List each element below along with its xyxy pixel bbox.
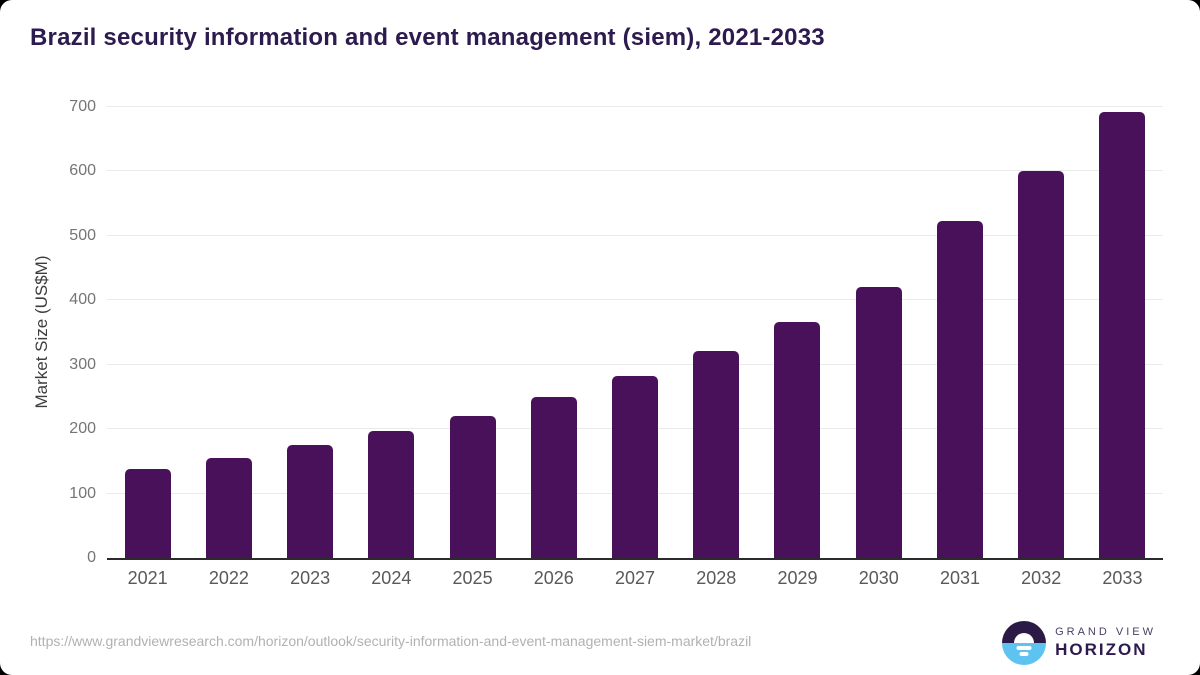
bar-2028 bbox=[693, 350, 740, 558]
y-axis-ticks: 0 100 200 300 400 500 600 700 bbox=[0, 98, 96, 566]
gridline-600 bbox=[107, 170, 1163, 172]
bar-cell-2022 bbox=[188, 107, 269, 558]
sun-shape bbox=[1014, 633, 1035, 643]
horizon-sun-icon bbox=[1002, 621, 1047, 665]
x-tick-label-2026: 2026 bbox=[533, 568, 574, 588]
x-tick-label-2027: 2027 bbox=[615, 568, 656, 588]
bar-2023 bbox=[287, 445, 334, 558]
bar-cell-2032 bbox=[1001, 107, 1082, 558]
bar-2025 bbox=[449, 415, 496, 558]
bar-2031 bbox=[936, 221, 983, 558]
x-tick-label-2025: 2025 bbox=[452, 568, 493, 588]
x-axis-ticks: 2021 2022 2023 2024 2025 2026 2027 2028 2029 2030… bbox=[107, 568, 1163, 589]
y-tick-label: 500 bbox=[69, 226, 96, 244]
bar-series bbox=[107, 107, 1163, 558]
logo-text-grand-view: GRAND VIEW bbox=[1055, 625, 1156, 638]
x-tick-label-2022: 2022 bbox=[208, 568, 249, 588]
bar-2022 bbox=[205, 458, 252, 558]
bar-2024 bbox=[368, 431, 415, 558]
bar-cell-2029 bbox=[757, 107, 838, 558]
bar-cell-2023 bbox=[269, 107, 350, 558]
bar-cell-2027 bbox=[594, 107, 675, 558]
y-tick-label: 300 bbox=[69, 355, 96, 373]
reflection-line-1 bbox=[1016, 646, 1032, 650]
bar-2032 bbox=[1018, 170, 1065, 558]
y-tick-label: 400 bbox=[69, 291, 96, 309]
bar-cell-2021 bbox=[107, 107, 188, 558]
y-tick-label: 700 bbox=[69, 98, 96, 115]
bar-2026 bbox=[530, 396, 577, 558]
gridline-700 bbox=[107, 106, 1163, 107]
bar-2033 bbox=[1099, 111, 1146, 558]
y-tick-label: 100 bbox=[69, 484, 96, 502]
gridline-300 bbox=[107, 363, 1163, 365]
bar-cell-2033 bbox=[1082, 107, 1163, 558]
x-tick-label-2031: 2031 bbox=[939, 568, 980, 588]
bar-2029 bbox=[774, 321, 821, 558]
x-tick-label-2023: 2023 bbox=[290, 568, 331, 588]
bar-cell-2031 bbox=[919, 107, 1000, 558]
plot-area bbox=[107, 106, 1163, 560]
x-tick-label-2032: 2032 bbox=[1021, 568, 1062, 588]
x-tick-label-2021: 2021 bbox=[127, 568, 168, 588]
bar-cell-2026 bbox=[513, 107, 594, 558]
x-tick-label-2028: 2028 bbox=[696, 568, 737, 588]
bar-2027 bbox=[612, 375, 659, 558]
y-tick-label: 600 bbox=[69, 162, 96, 180]
bar-2030 bbox=[855, 287, 902, 558]
gridline-500 bbox=[107, 234, 1163, 236]
logo-text: GRAND VIEW HORIZON bbox=[1055, 626, 1156, 661]
y-tick-label: 0 bbox=[87, 549, 96, 566]
x-tick-label-2029: 2029 bbox=[777, 568, 818, 588]
logo-text-horizon: HORIZON bbox=[1055, 640, 1148, 660]
x-tick-label-2030: 2030 bbox=[858, 568, 899, 588]
y-tick-label: 200 bbox=[69, 420, 96, 438]
brand-logo: GRAND VIEW HORIZON bbox=[1002, 621, 1156, 665]
chart-title: Brazil security information and event ma… bbox=[30, 24, 825, 51]
gridline-400 bbox=[107, 299, 1163, 301]
x-tick-label-2024: 2024 bbox=[371, 568, 412, 588]
bar-cell-2028 bbox=[676, 107, 757, 558]
bar-cell-2025 bbox=[432, 107, 513, 558]
reflection-line-2 bbox=[1019, 652, 1029, 656]
x-tick-label-2033: 2033 bbox=[1102, 568, 1143, 588]
bar-2021 bbox=[124, 469, 171, 558]
bar-cell-2024 bbox=[351, 107, 432, 558]
source-url: https://www.grandviewresearch.com/horizo… bbox=[30, 633, 752, 649]
bar-cell-2030 bbox=[838, 107, 919, 558]
